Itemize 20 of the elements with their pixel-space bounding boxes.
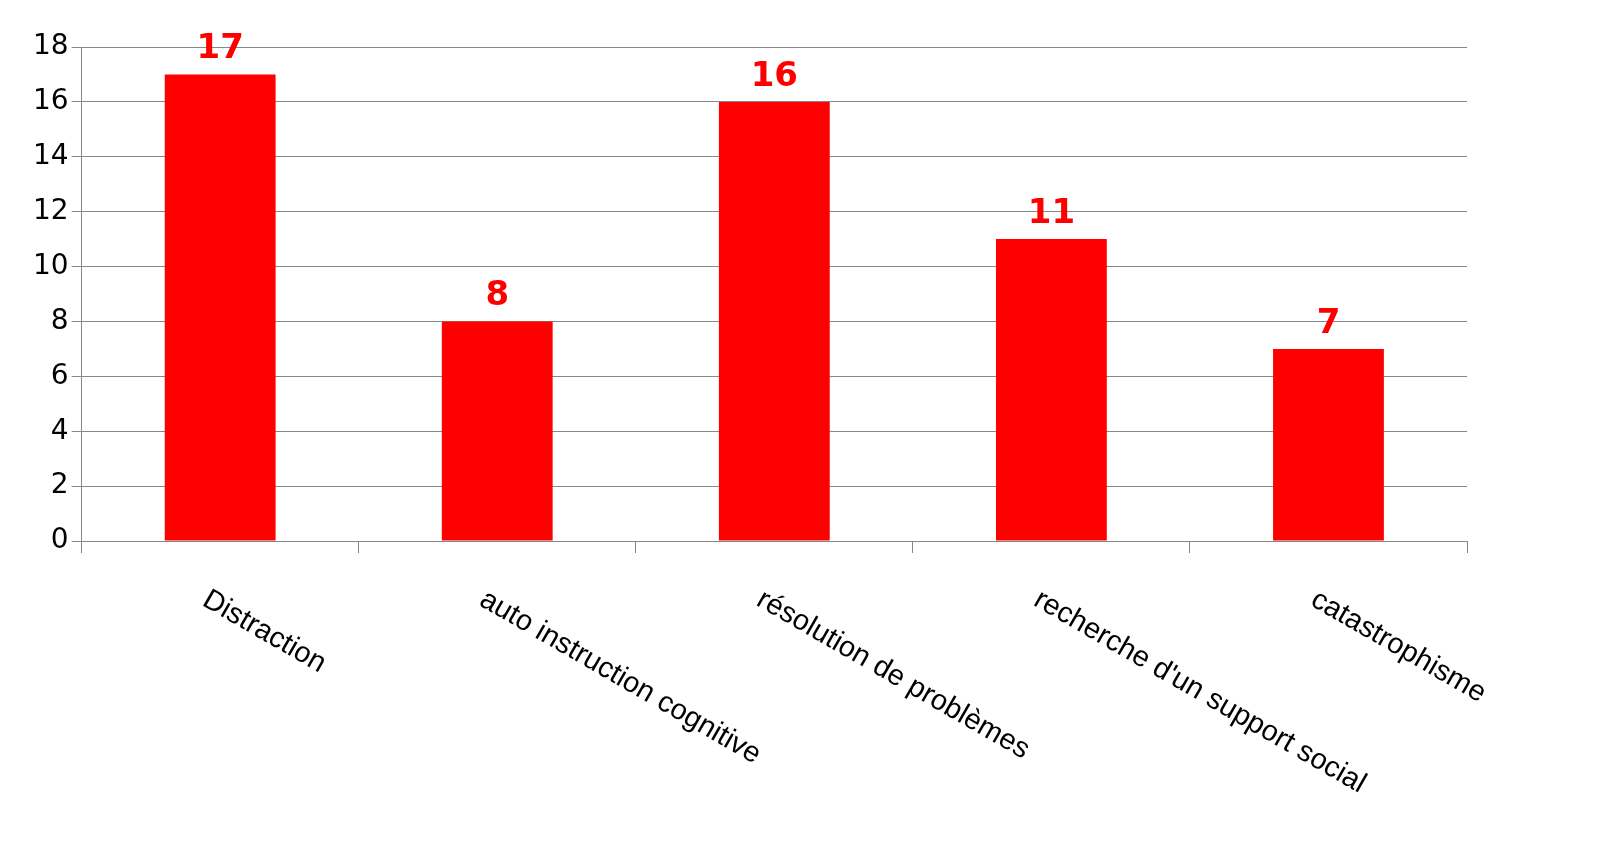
y-tick-label: 14: [32, 138, 69, 172]
bar: [1273, 348, 1384, 541]
data-label: 16: [750, 53, 798, 94]
y-tick-label: 2: [50, 467, 69, 501]
data-label: 8: [485, 273, 510, 314]
y-tick-label: 0: [50, 522, 69, 556]
y-tick-label: 10: [32, 247, 69, 281]
data-label: 11: [1027, 190, 1076, 231]
bar: [995, 239, 1107, 541]
data-label: 7: [1316, 300, 1341, 341]
y-tick-label: 16: [32, 83, 69, 117]
y-tick-label: 12: [32, 192, 69, 226]
y-tick-label: 8: [50, 302, 69, 336]
bar: [718, 101, 830, 541]
y-tick-label: 18: [32, 28, 69, 62]
y-tick-label: 6: [50, 357, 69, 391]
bar: [441, 321, 553, 541]
data-label: 17: [196, 26, 244, 67]
y-tick-label: 4: [50, 412, 69, 446]
bar: [164, 74, 276, 541]
